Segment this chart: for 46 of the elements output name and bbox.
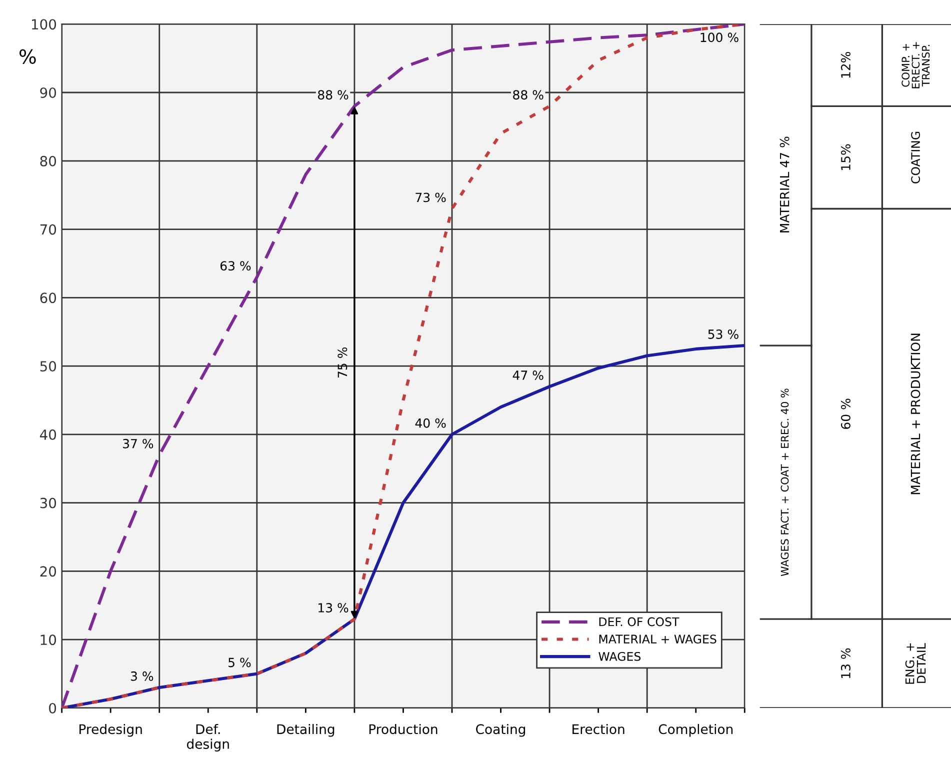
legend-label: WAGES <box>598 652 641 661</box>
data-label: 37 % <box>123 438 154 448</box>
data-label: 88 % <box>513 90 544 100</box>
y-tick-label: 50 <box>40 361 56 372</box>
text: WAGES FACT. + COAT + EREC. 40 % <box>780 388 789 576</box>
data-label: 47 % <box>512 370 544 380</box>
text: 13 % <box>840 648 850 678</box>
data-label: 88 % <box>318 90 348 100</box>
y-axis-title: % <box>20 49 36 64</box>
y-tick-label: 100 <box>32 19 56 30</box>
text: 60 % <box>840 398 850 429</box>
data-label: 63 % <box>220 261 251 271</box>
y-tick-label: 20 <box>40 566 56 577</box>
text: ENG. + DETAIL <box>905 643 926 684</box>
x-tick-label: Predesign <box>80 724 142 737</box>
y-tick-label: 0 <box>49 702 56 714</box>
y-tick-label: 30 <box>40 498 56 508</box>
line-series <box>62 24 745 708</box>
text: 15% <box>840 144 850 170</box>
data-label: 5 % <box>228 658 251 668</box>
x-tick-label: Coating <box>476 724 526 737</box>
y-tick-label: 70 <box>40 224 56 235</box>
text: MATERIAL + PRODUKTION <box>910 334 920 494</box>
x-tick-label: Production <box>369 724 438 734</box>
data-label: 100 % <box>700 32 738 42</box>
data-label: 40 % <box>415 418 446 428</box>
legend-label: DEF. OF COST <box>599 617 680 626</box>
data-label: 3 % <box>130 671 154 681</box>
text: 12% <box>840 52 850 78</box>
text: COATING <box>911 132 920 184</box>
y-tick-label: 10 <box>40 634 56 646</box>
x-tick-label: Detailing <box>277 724 334 737</box>
y-tick-label: 40 <box>40 429 56 440</box>
data-label: 73 % <box>416 192 446 202</box>
x-tick-label: Completion <box>658 724 733 737</box>
data-label: 13 % <box>318 603 348 612</box>
text: COMP. + ERECT. + TRANSP. <box>902 42 930 88</box>
y-tick-label: 80 <box>40 156 56 166</box>
annotation: 75 % <box>338 347 348 378</box>
legend-label: MATERIAL + WAGES <box>599 634 716 644</box>
text: MATERIAL 47 % <box>780 136 790 232</box>
x-tick-label: Def. design <box>186 724 229 752</box>
data-label: 53 % <box>708 329 738 339</box>
x-tick-label: Erection <box>572 724 624 734</box>
y-tick-label: 90 <box>40 87 56 98</box>
y-tick-label: 60 <box>40 292 56 304</box>
